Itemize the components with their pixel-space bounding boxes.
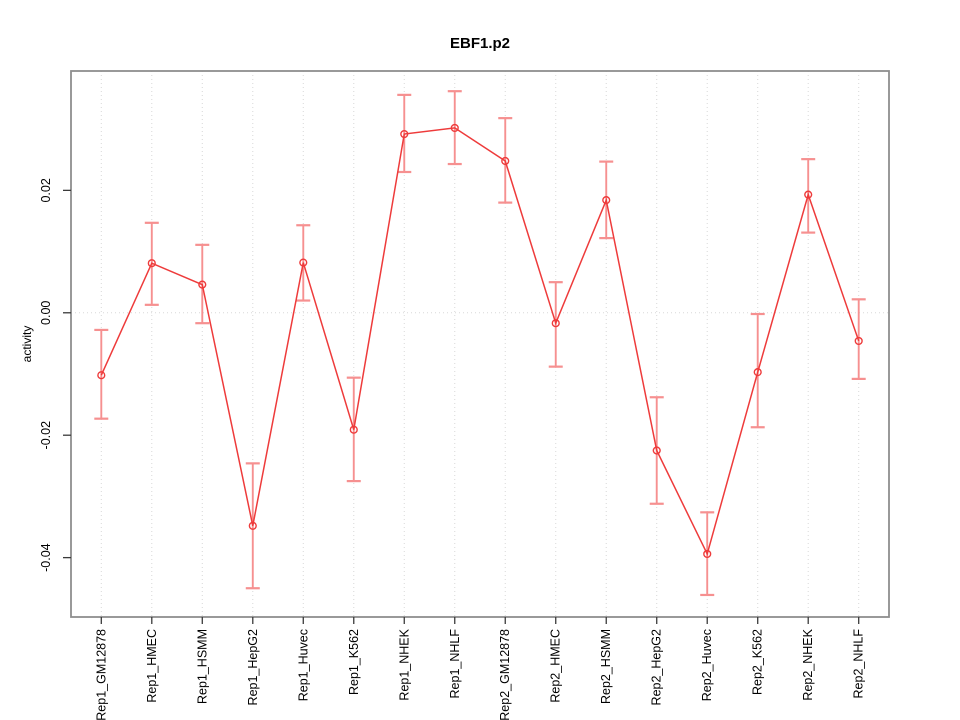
x-tick-label: Rep2_K562 [751,629,765,695]
data-point-marker [652,446,661,455]
y-axis-label: activity [20,326,34,363]
data-point-marker [501,156,510,166]
plot-box [70,70,890,618]
x-tick-label: Rep1_GM12878 [94,629,108,720]
x-tick-label: Rep1_NHLF [448,629,462,699]
data-point-marker [400,129,409,139]
y-tick-label: 0.00 [39,301,53,325]
x-tick-label: Rep1_HepG2 [246,629,260,705]
y-tick-label: -0.04 [39,543,53,572]
data-point-marker [450,123,459,133]
data-point-marker [854,336,863,346]
data-point-marker [349,425,358,434]
data-point-marker [97,371,106,380]
data-point-marker [147,259,156,268]
series-line [100,127,860,557]
x-tick-label: Rep2_NHEK [801,628,815,700]
data-point-marker [248,521,257,530]
x-tick-label: Rep2_HepG2 [650,629,664,705]
x-tick-label: Rep1_Huvec [296,629,310,701]
data-point-marker [551,319,560,328]
y-tick-label: -0.02 [39,421,53,450]
x-tick-label: Rep2_HSMM [599,629,613,704]
error-bars [94,90,866,597]
x-tick-label: Rep1_HSMM [195,629,209,704]
data-point-marker [602,196,611,205]
data-point-marker [804,190,813,199]
data-series [97,123,863,559]
data-point-marker [198,280,207,289]
x-tick-label: Rep2_Huvec [700,629,714,701]
x-tick-label: Rep1_K562 [347,629,361,695]
axes: -0.04 -0.02 0.00 0.02 Rep1_GM12878 Rep1_HMEC R… [39,178,866,720]
x-tick-label: Rep2_NHLF [852,629,866,699]
plot-box-border [70,70,890,618]
x-tick-label: Rep2_HMEC [549,629,563,703]
data-point-marker [299,258,308,267]
data-point-marker [753,368,762,377]
x-tick-label: Rep2_GM12878 [498,629,512,720]
chart-title: EBF1.p2 [450,35,510,52]
x-tick-label: Rep1_NHEK [397,628,411,700]
x-tick-label: Rep1_HMEC [145,629,159,703]
data-point-marker [703,549,712,559]
y-tick-label: 0.02 [39,178,53,202]
